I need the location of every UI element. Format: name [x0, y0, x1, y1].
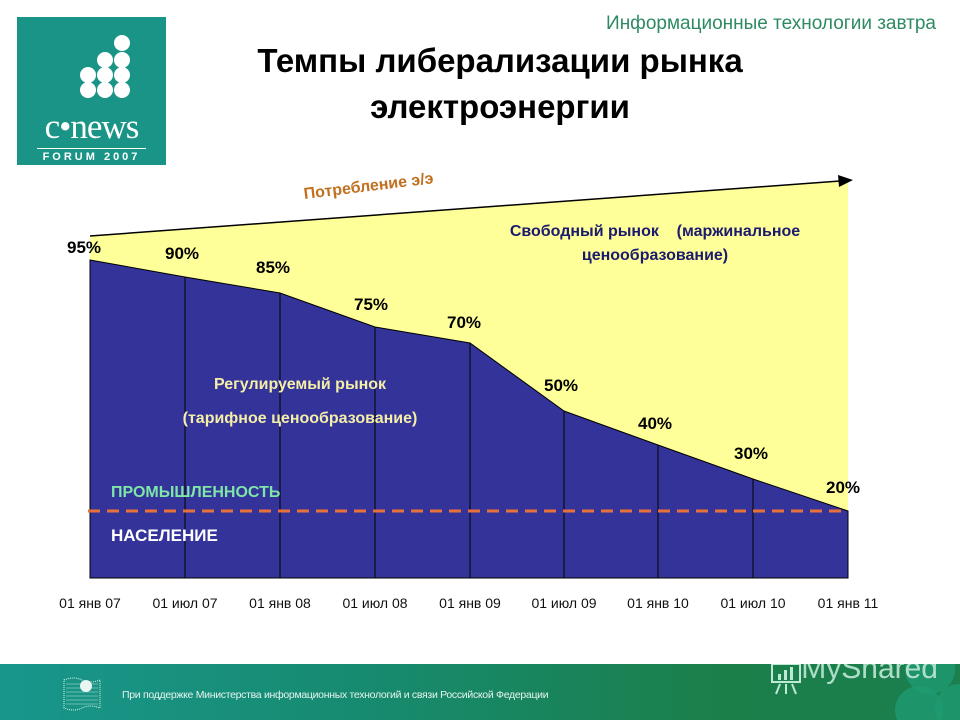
x-axis: 01 янв 07 01 июл 07 01 янв 08 01 июл 08 …: [0, 595, 960, 615]
data-label: 85%: [256, 258, 291, 277]
data-label: 20%: [826, 478, 861, 497]
x-tick-label: 01 июл 10: [720, 595, 786, 611]
page-title: Темпы либерализации рынка электроэнергии: [200, 38, 800, 130]
data-label: 70%: [447, 313, 482, 332]
tagline: Информационные технологии завтра: [606, 13, 936, 34]
x-tick-label: 01 янв 08: [249, 595, 311, 611]
data-label: 40%: [638, 414, 673, 433]
x-tick-label: 01 янв 10: [627, 595, 689, 611]
free-market-line-2: ценообразование): [581, 247, 729, 264]
period-dividers: [184, 277, 754, 578]
data-label: 95%: [67, 238, 102, 257]
free-market-area: [90, 180, 848, 511]
logo-divider: [37, 148, 146, 149]
x-tick-label: 01 июл 08: [342, 595, 408, 611]
x-tick-label: 01 июл 07: [152, 595, 218, 611]
data-label: 30%: [734, 444, 769, 463]
x-tick-label: 01 янв 09: [439, 595, 501, 611]
presentation-board-icon: [771, 664, 801, 695]
title-line-2: электроэнергии: [370, 88, 630, 125]
industry-label: ПРОМЫШЛЕННОСТЬ: [111, 484, 281, 501]
consumption-arrow-line: [89, 180, 841, 237]
population-label: НАСЕЛЕНИЕ: [111, 526, 218, 545]
x-tick-label: 01 янв 07: [59, 595, 121, 611]
regulated-line-1: Регулируемый рынок: [213, 376, 387, 393]
myshared-watermark: MyShared: [801, 664, 938, 685]
regulated-market-label: Регулируемый рынок (тарифное ценообразов…: [130, 368, 470, 436]
free-market-line-1: Свободный рынок (маржинальное: [509, 223, 801, 240]
footer-bar: При поддержке Министерства информационны…: [0, 664, 960, 720]
data-label: 90%: [165, 244, 200, 263]
data-label: 50%: [544, 376, 579, 395]
dots-pyramid-icon: [80, 35, 130, 98]
title-line-1: Темпы либерализации рынка: [257, 42, 743, 79]
ministry-flag-emblem-icon: [63, 677, 101, 711]
footer-support-text: При поддержке Министерства информационны…: [122, 689, 549, 701]
arrow-head-icon: [838, 175, 853, 187]
x-tick-label: 01 июл 09: [531, 595, 597, 611]
logo-brand: c•news: [44, 107, 140, 146]
free-market-label: Свободный рынок (маржинальное ценообразо…: [455, 220, 855, 268]
x-tick-label: 01 янв 11: [817, 595, 879, 611]
data-label: 75%: [354, 295, 389, 314]
logo-subtitle: FORUM 2007: [42, 151, 141, 163]
regulated-line-2: (тарифное ценообразование): [182, 410, 418, 427]
conews-forum-logo: c•news FORUM 2007: [17, 17, 166, 165]
